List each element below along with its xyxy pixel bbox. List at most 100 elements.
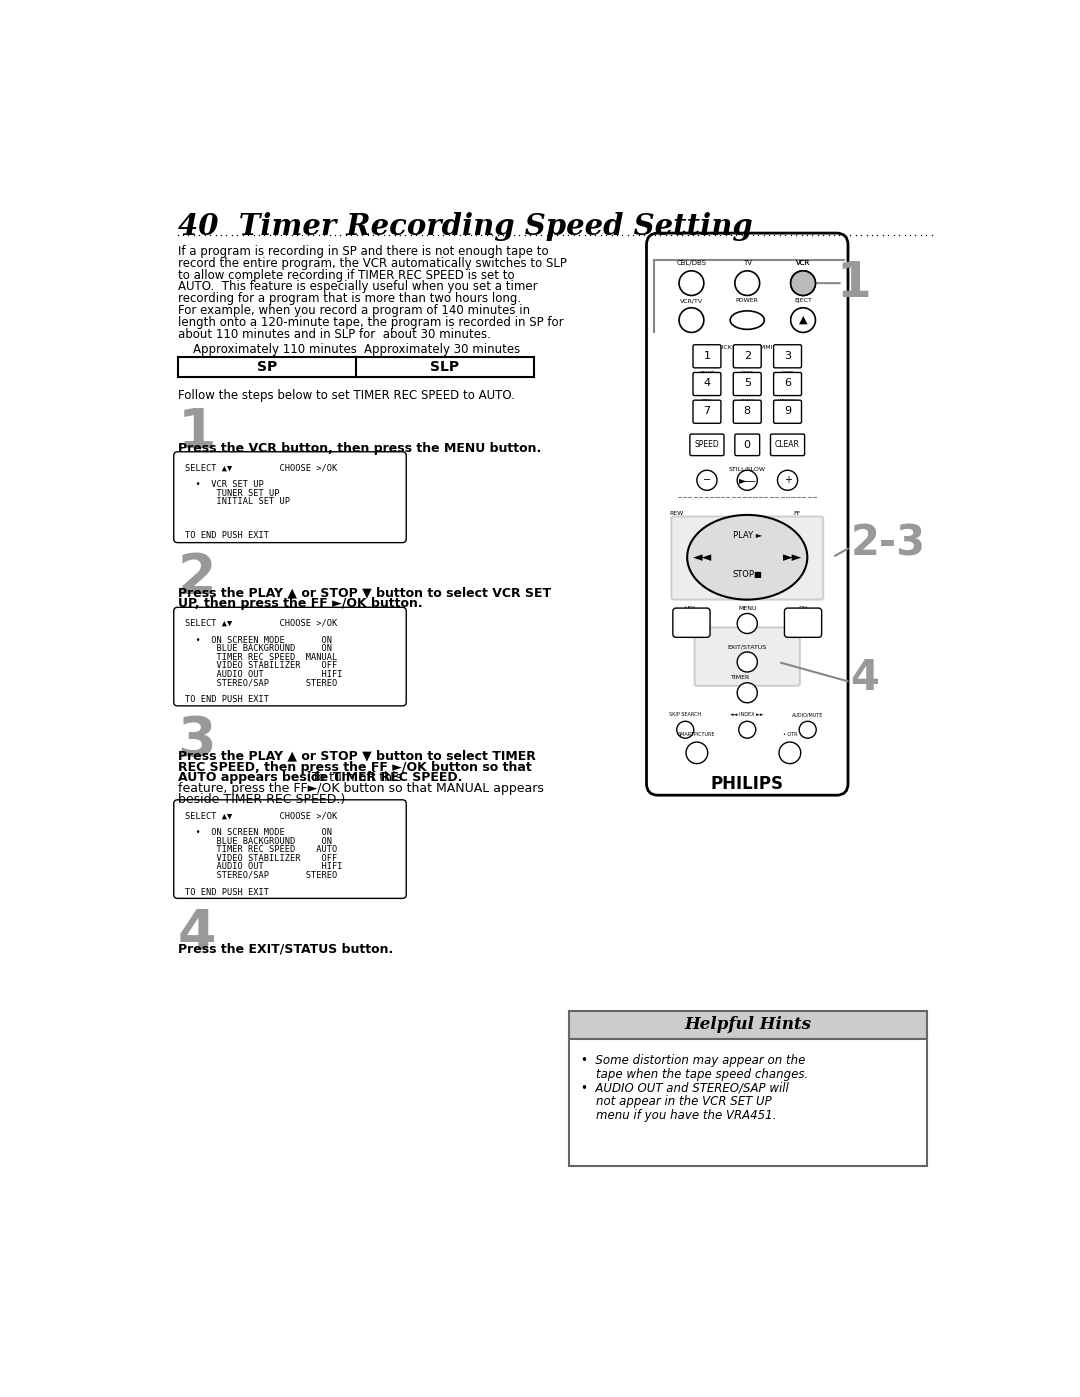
Point [272, 225, 289, 247]
Text: +: + [784, 475, 792, 485]
Text: 2: 2 [744, 351, 751, 360]
Point [240, 225, 257, 247]
Text: TO END PUSH EXIT: TO END PUSH EXIT [186, 887, 269, 897]
Point [207, 225, 225, 247]
Circle shape [739, 721, 756, 738]
Text: VOL: VOL [685, 606, 698, 610]
Text: TO END PUSH EXIT: TO END PUSH EXIT [186, 531, 269, 541]
Text: Approximately 30 minutes: Approximately 30 minutes [364, 344, 519, 356]
Point [305, 225, 322, 247]
Point [592, 225, 609, 247]
FancyBboxPatch shape [174, 451, 406, 542]
Text: •  AUDIO OUT and STEREO/SAP will: • AUDIO OUT and STEREO/SAP will [581, 1081, 789, 1095]
Text: Follow the steps below to set TIMER REC SPEED to AUTO.: Follow the steps below to set TIMER REC … [177, 390, 514, 402]
Point [419, 225, 436, 247]
Text: EXIT/STATUS: EXIT/STATUS [728, 644, 767, 650]
Text: 4: 4 [850, 657, 879, 698]
Point [902, 225, 919, 247]
Point [424, 225, 442, 247]
Point [500, 225, 517, 247]
Point [283, 225, 300, 247]
Point [820, 225, 837, 247]
Point [168, 225, 186, 247]
Point [473, 225, 490, 247]
Point [586, 225, 604, 247]
Text: Approximately 110 minutes: Approximately 110 minutes [193, 344, 357, 356]
Text: QUICK PROGRAMMING: QUICK PROGRAMMING [712, 345, 782, 349]
Text: to allow complete recording if TIMER REC SPEED is set to: to allow complete recording if TIMER REC… [177, 268, 514, 282]
Text: STILL/SLOW: STILL/SLOW [729, 467, 766, 471]
FancyBboxPatch shape [647, 233, 848, 795]
Text: • OTR: • OTR [783, 732, 797, 738]
Point [484, 225, 501, 247]
Text: START: START [700, 372, 715, 376]
Point [251, 225, 268, 247]
Point [191, 225, 208, 247]
Point [825, 225, 842, 247]
Point [565, 225, 582, 247]
Circle shape [738, 471, 757, 490]
Text: −: − [703, 475, 711, 485]
FancyBboxPatch shape [672, 517, 823, 599]
Point [430, 225, 447, 247]
Point [326, 225, 343, 247]
Text: 4: 4 [703, 379, 711, 388]
Point [891, 225, 908, 247]
Point [923, 225, 941, 247]
Point [814, 225, 832, 247]
Point [414, 225, 431, 247]
Point [841, 225, 859, 247]
Text: 0: 0 [744, 440, 751, 450]
Circle shape [734, 271, 759, 295]
Point [554, 225, 571, 247]
Text: AUTO appears beside TIMER REC SPEED.: AUTO appears beside TIMER REC SPEED. [177, 771, 462, 784]
Ellipse shape [687, 515, 808, 599]
Point [624, 225, 642, 247]
Point [407, 225, 424, 247]
Point [451, 225, 469, 247]
Circle shape [679, 307, 704, 332]
FancyBboxPatch shape [770, 434, 805, 455]
Bar [569, 1038, 927, 1165]
Point [202, 225, 219, 247]
Point [847, 225, 864, 247]
Point [619, 225, 636, 247]
Point [527, 225, 544, 247]
FancyBboxPatch shape [733, 373, 761, 395]
Point [608, 225, 625, 247]
Text: 2-3: 2-3 [850, 522, 926, 564]
Point [495, 225, 512, 247]
Point [538, 225, 555, 247]
Point [348, 225, 365, 247]
Point [739, 225, 756, 247]
Text: ►―: ►― [739, 475, 756, 485]
Text: TIMER: TIMER [731, 676, 751, 680]
Point [505, 225, 523, 247]
Text: (To turn off this: (To turn off this [303, 771, 402, 784]
Point [229, 225, 246, 247]
Point [245, 225, 262, 247]
Text: 6: 6 [784, 379, 791, 388]
Point [186, 225, 203, 247]
Circle shape [697, 471, 717, 490]
FancyBboxPatch shape [733, 400, 761, 423]
Point [674, 225, 691, 247]
Ellipse shape [730, 312, 765, 330]
FancyBboxPatch shape [734, 434, 759, 455]
Point [913, 225, 930, 247]
Text: TO END PUSH EXIT: TO END PUSH EXIT [186, 696, 269, 704]
Circle shape [791, 271, 815, 295]
Point [755, 225, 772, 247]
Point [613, 225, 631, 247]
Text: AUDIO OUT           HIFI: AUDIO OUT HIFI [186, 862, 342, 872]
Text: REW: REW [670, 511, 684, 515]
Point [793, 225, 810, 247]
Point [337, 225, 354, 247]
Text: about 110 minutes and in SLP for  about 30 minutes.: about 110 minutes and in SLP for about 3… [177, 328, 490, 341]
Text: STEREO/SAP       STEREO: STEREO/SAP STEREO [186, 678, 338, 687]
Text: AUDIO OUT           HIFI: AUDIO OUT HIFI [186, 669, 342, 679]
Point [570, 225, 588, 247]
Point [581, 225, 598, 247]
Text: 40  Timer Recording Speed Setting: 40 Timer Recording Speed Setting [177, 212, 753, 242]
FancyBboxPatch shape [693, 345, 721, 367]
